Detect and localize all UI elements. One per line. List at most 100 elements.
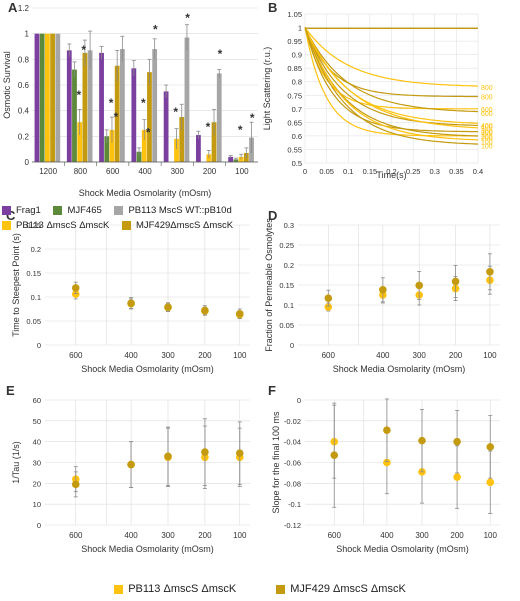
star-wt-a: *: [185, 11, 190, 25]
bar-4-5: [211, 122, 217, 162]
y-tick-f: -0.12: [284, 521, 301, 530]
y-tick-a: 1: [25, 30, 30, 39]
bar-3-1: [77, 122, 83, 162]
y-tick-c: 0.2: [31, 245, 41, 254]
star-pb113-a: *: [141, 96, 146, 110]
star-wt-a: *: [153, 23, 158, 37]
y-tick-e: 30: [33, 459, 41, 468]
point-c-1-4: [235, 310, 244, 318]
x-tick-f: 200: [450, 531, 464, 540]
x-tick-e: 100: [233, 531, 247, 540]
y-tick-b: 0.6: [292, 132, 302, 141]
series-label-b-5: 400: [481, 124, 493, 131]
x-axis-label-e: Shock Media Osmolarity (mOsm): [81, 544, 214, 554]
y-axis-label-f: Slope for the final 100 ms: [271, 411, 281, 514]
y-tick-d: 0.2: [284, 261, 294, 270]
y-tick-c: 0.05: [26, 317, 41, 326]
y-tick-d: 0.15: [279, 281, 294, 290]
x-axis-label-a: Shock Media Osmolarity (mOsm): [79, 188, 212, 198]
y-tick-f: 0: [297, 396, 301, 405]
y-tick-d: 0: [290, 341, 294, 350]
series-label-b-7: 300: [481, 130, 493, 137]
x-tick-b: 0.15: [363, 167, 378, 176]
x-tick-e: 400: [124, 531, 138, 540]
point-f-1-1: [383, 426, 391, 435]
legend-bottom-swatch-mjf429: [276, 584, 286, 594]
y-tick-a: 0.2: [18, 132, 30, 141]
panel-label-a: A: [8, 0, 18, 15]
bar-1-1: [72, 69, 77, 162]
series-label-b-9: 200: [481, 135, 493, 142]
star-pb113-a: *: [109, 96, 114, 110]
y-tick-f: -0.06: [284, 459, 301, 468]
legend-bottom-mjf429: MJF429 ΔmscS ΔmscK: [276, 580, 406, 598]
point-d-1-4: [486, 268, 494, 276]
x-tick-d: 200: [449, 351, 463, 360]
point-f-0-3: [453, 473, 461, 481]
y-tick-b: 0.95: [287, 37, 302, 46]
bar-2-3: [152, 49, 158, 162]
panel-label-b: B: [268, 0, 277, 15]
point-e-1-1: [127, 460, 135, 469]
series-label-b-1: 800: [481, 95, 493, 102]
x-tick-a: 400: [138, 167, 152, 176]
star-mjf465-a: *: [146, 125, 151, 139]
bar-2-0: [55, 33, 61, 162]
x-tick-b: 0.05: [319, 167, 334, 176]
point-d-1-2: [415, 281, 424, 290]
star-mjf465-a: *: [114, 110, 119, 124]
panel-label-c: C: [6, 208, 16, 223]
y-axis-label-b: Light Scattering (r.u.): [262, 47, 272, 131]
y-tick-b: 0.55: [287, 145, 302, 154]
bar-4-2: [114, 65, 120, 162]
y-tick-b: 0.5: [292, 159, 302, 168]
star-wt-a: *: [218, 47, 223, 61]
point-f-1-4: [486, 443, 495, 451]
x-tick-b: 0.25: [406, 167, 421, 176]
y-tick-b: 0.75: [287, 91, 302, 100]
series-label-b-4: 400: [481, 123, 493, 130]
legend-bottom-label-pb113: PB113 ΔmscS ΔmscK: [128, 583, 237, 595]
series-b-11: [304, 27, 479, 145]
point-e-1-3: [201, 448, 209, 456]
star-wt-a: *: [250, 111, 255, 125]
bar-0-6: [228, 156, 234, 162]
y-tick-c: 0: [37, 341, 41, 350]
x-tick-b: 0: [303, 167, 307, 176]
legend-bottom-swatch-pb113: [114, 584, 124, 594]
series-label-b-6: 300: [481, 128, 493, 135]
legend-label-mjf465: MJF465: [67, 205, 102, 216]
legend-label-frag1: Frag1: [16, 205, 41, 216]
x-tick-c: 300: [161, 351, 175, 360]
x-tick-b: 0.4: [473, 167, 483, 176]
y-tick-a: 1.2: [18, 4, 30, 13]
x-tick-d: 400: [376, 351, 390, 360]
x-axis-label-f: Shock Media Osmolarity (mOsm): [336, 544, 469, 554]
x-tick-a: 600: [106, 167, 120, 176]
point-f-0-4: [486, 478, 495, 487]
x-tick-f: 300: [415, 531, 429, 540]
series-b-2: [304, 27, 478, 110]
bar-0-2: [99, 52, 104, 162]
y-axis-label-a: Osmotic Survival: [2, 51, 12, 119]
legend-label-mjf429: MJF429ΔmscS ΔmscK: [135, 220, 234, 231]
y-tick-b: 0.85: [287, 64, 302, 73]
x-tick-c: 100: [233, 351, 247, 360]
series-b-0: [304, 27, 479, 87]
x-tick-b: 0.3: [430, 167, 440, 176]
series-label-b-8: 200: [481, 134, 493, 141]
legend-swatch-wt: [114, 206, 124, 215]
point-e-1-2: [164, 452, 172, 461]
series-b-8: [304, 27, 478, 137]
y-tick-f: -0.1: [288, 500, 301, 509]
x-tick-f: 100: [484, 531, 498, 540]
legend-item-pb113: PB113 ΔmscS ΔmscK: [2, 219, 109, 232]
series-label-b-3: 600: [481, 111, 493, 118]
x-tick-d: 100: [483, 351, 497, 360]
y-tick-c: 0.1: [31, 293, 41, 302]
x-tick-a: 1200: [39, 167, 57, 176]
point-c-1-3: [201, 306, 209, 315]
legend-bottom-label-mjf429: MJF429 ΔmscS ΔmscK: [290, 583, 406, 595]
star-pb113-a: *: [173, 105, 178, 119]
